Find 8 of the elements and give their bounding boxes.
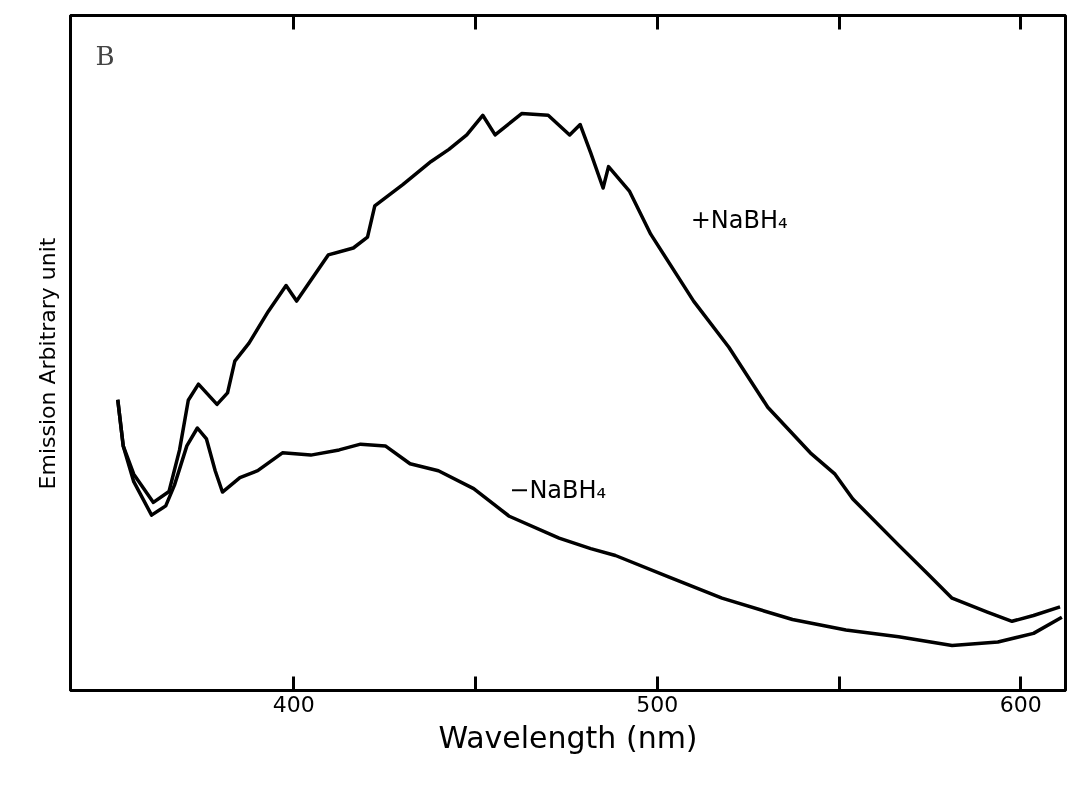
x-tick-label: 500: [636, 691, 679, 717]
y-axis-title: Emission Arbitrary unit: [34, 237, 60, 490]
series-label: +NaBH₄: [690, 206, 788, 235]
x-axis-title: Wavelength (nm): [438, 719, 698, 755]
x-tick-label: 600: [999, 691, 1042, 717]
text: B: [95, 40, 115, 71]
x-tick-label: 400: [272, 691, 315, 717]
series-label: −NaBH₄: [509, 476, 607, 505]
